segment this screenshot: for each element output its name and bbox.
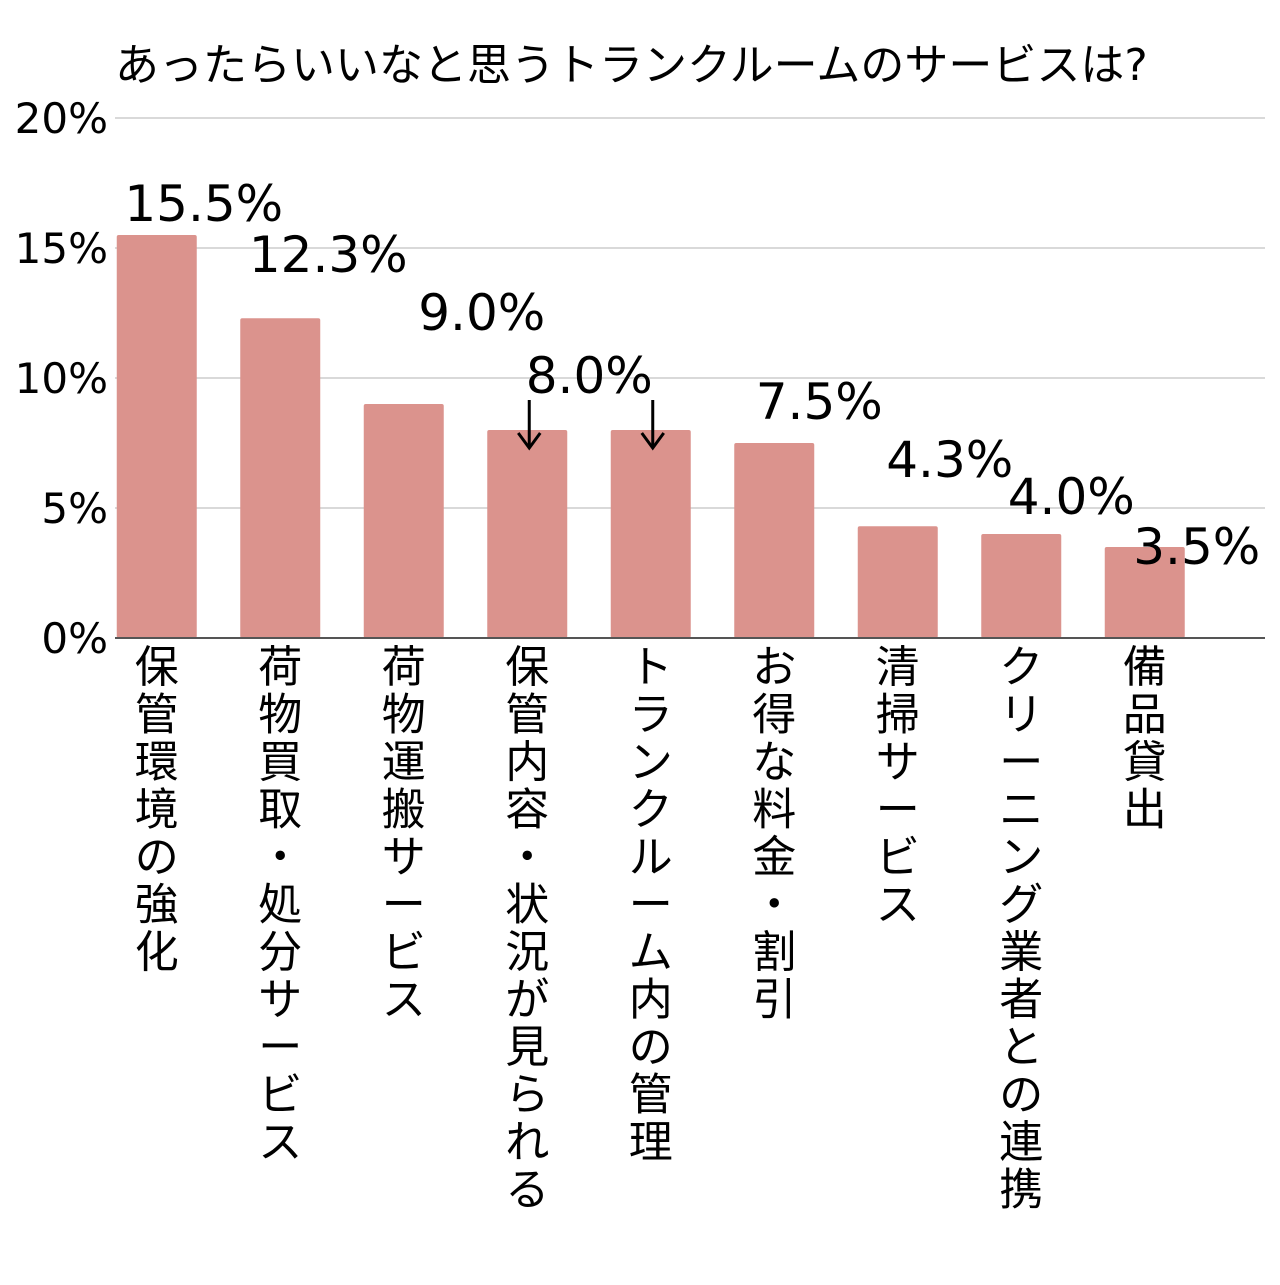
bar bbox=[610, 430, 691, 638]
category-label: 保管環境の強化 bbox=[135, 642, 179, 978]
y-tick-label: 5% bbox=[41, 484, 108, 533]
data-label: 15.5% bbox=[124, 175, 283, 233]
arrow-icon bbox=[517, 400, 542, 451]
category-label: 荷物買取・処分サービス bbox=[258, 642, 302, 1168]
chart-title: あったらいいなと思うトランクルームのサービスは? bbox=[115, 40, 1148, 91]
bar bbox=[487, 430, 568, 638]
category-label: 荷物運搬サービス bbox=[382, 642, 426, 1026]
data-label: 9.0% bbox=[418, 284, 545, 342]
y-axis-ticks: 0% 5% 10% 15% 20% bbox=[15, 94, 108, 663]
arrow-icon bbox=[640, 400, 665, 451]
bar bbox=[981, 534, 1062, 638]
data-label: 8.0% bbox=[526, 347, 653, 405]
data-label: 12.3% bbox=[249, 226, 408, 284]
data-labels: 15.5%12.3%9.0%8.0% 7.5%4.3%4.0%3.5% bbox=[124, 175, 1260, 576]
data-label: 4.0% bbox=[1008, 468, 1135, 526]
bar bbox=[734, 443, 815, 638]
category-labels: 保管環境の強化 荷物買取・処分サービス 荷物運搬サービス 保管内容・状況が見られる トラ… bbox=[135, 642, 1167, 1216]
bar bbox=[1104, 547, 1185, 638]
y-tick-label: 10% bbox=[15, 354, 108, 403]
bar bbox=[363, 404, 444, 638]
category-label: お得な料金・割引 bbox=[752, 642, 796, 1026]
bar bbox=[116, 235, 197, 638]
bar bbox=[240, 318, 321, 638]
annotation-arrows bbox=[517, 400, 665, 451]
data-label: 4.3% bbox=[886, 431, 1013, 489]
category-label: 備品貸出 bbox=[1123, 642, 1167, 836]
bars bbox=[116, 235, 1185, 638]
category-label: クリーニング業者との連携 bbox=[999, 642, 1043, 1216]
data-label: 7.5% bbox=[756, 373, 883, 431]
y-tick-label: 20% bbox=[15, 94, 108, 143]
category-label: トランクルーム内の管理 bbox=[629, 642, 673, 1168]
data-label: 3.5% bbox=[1133, 518, 1260, 576]
y-tick-label: 0% bbox=[41, 614, 108, 663]
y-tick-label: 15% bbox=[15, 224, 108, 273]
bar bbox=[857, 526, 938, 638]
category-label: 清掃サービス bbox=[876, 642, 920, 931]
category-label: 保管内容・状況が見られる bbox=[505, 642, 549, 1216]
